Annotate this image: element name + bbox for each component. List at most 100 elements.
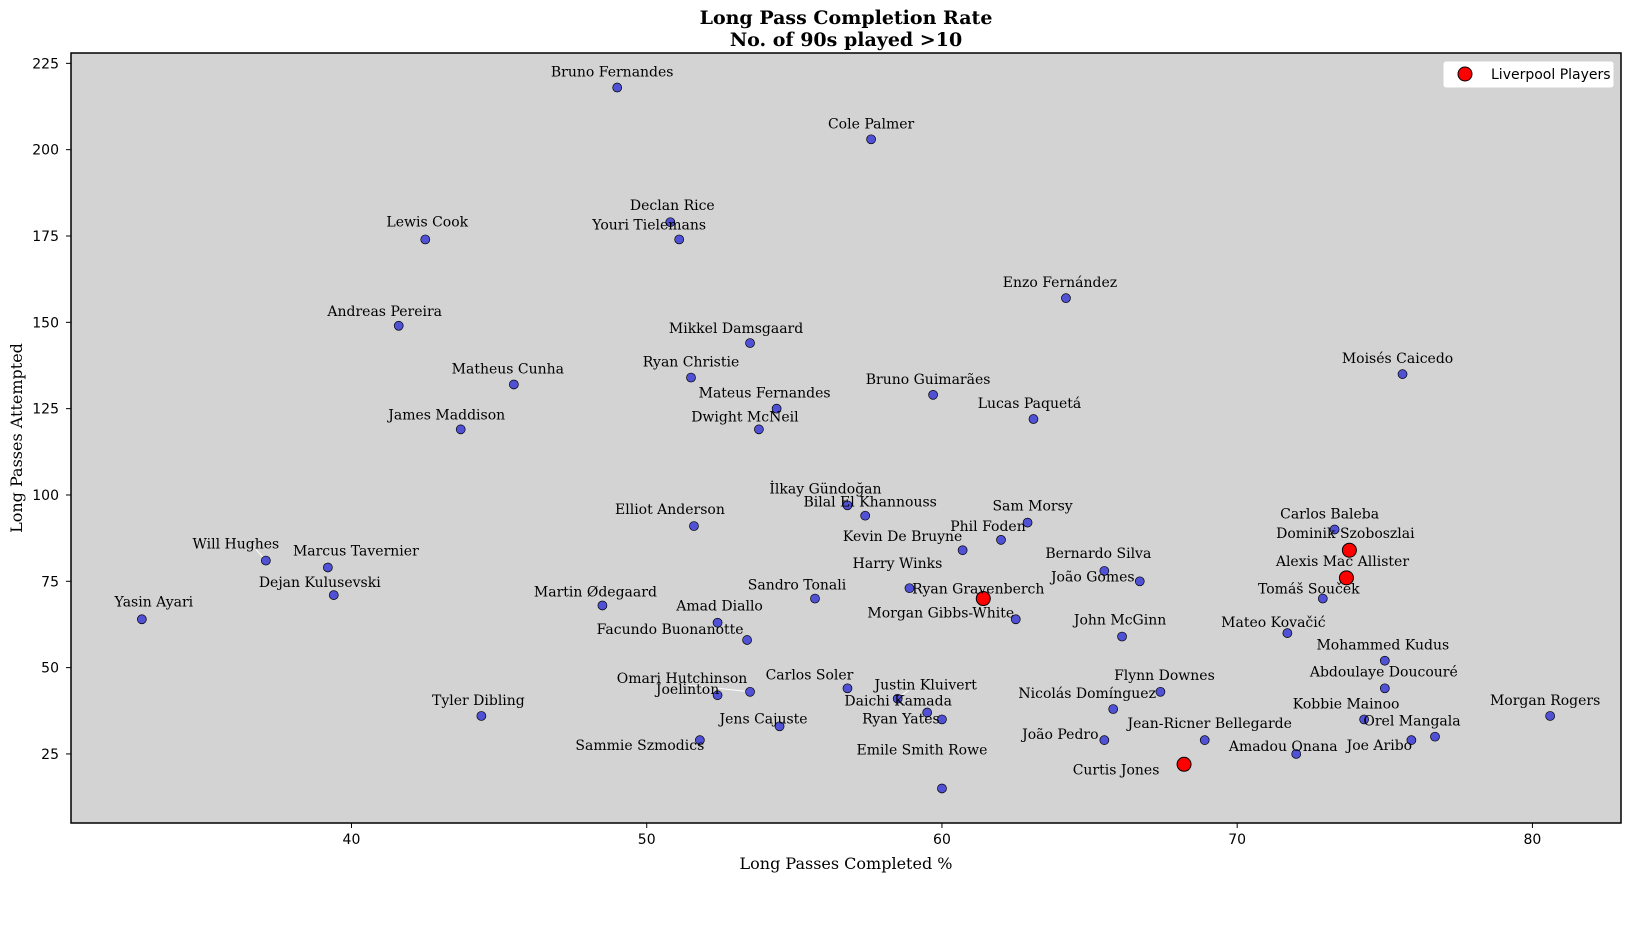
x-tick-label: 50 <box>638 832 656 848</box>
data-point <box>689 521 699 531</box>
point-label: Bernardo Silva <box>1045 546 1151 562</box>
y-tick-label: 125 <box>32 402 59 418</box>
data-point <box>904 583 915 594</box>
point-label: Moisés Caicedo <box>1342 351 1453 367</box>
y-tick-label: 25 <box>41 747 59 763</box>
data-point <box>1406 735 1417 745</box>
y-axis: 25 50 75 100 125 150 175 200 225 <box>32 56 71 763</box>
point-label: Carlos Soler <box>766 667 854 683</box>
data-point <box>455 424 466 435</box>
point-label: Declan Rice <box>630 198 715 214</box>
point-label: Mateus Fernandes <box>699 386 831 402</box>
point-label: Tomáš Souček <box>1258 581 1360 598</box>
x-axis-label: Long Passes Completed % <box>740 854 953 873</box>
data-point <box>745 686 755 697</box>
data-point <box>1397 369 1408 379</box>
point-label: Andreas Pereira <box>326 304 442 320</box>
point-label: Nicolás Domínguez <box>1018 686 1156 702</box>
point-label: Mateo Kovačić <box>1221 615 1326 631</box>
data-point <box>1359 714 1369 725</box>
data-point <box>261 555 271 566</box>
point-label: Youri Tielemans <box>591 217 706 233</box>
data-point <box>695 735 705 745</box>
point-label: Lucas Paquetá <box>978 396 1082 412</box>
y-tick-label: 200 <box>32 143 59 159</box>
data-point <box>665 217 676 228</box>
point-label: Yasin Ayari <box>114 594 194 610</box>
data-point <box>686 372 696 383</box>
y-tick-label: 100 <box>32 488 59 504</box>
y-tick-label: 50 <box>41 661 59 677</box>
liverpool-data-point <box>1338 570 1354 586</box>
data-point <box>597 600 608 611</box>
point-label: Joe Aribo <box>1345 738 1412 754</box>
point-label: Sandro Tonali <box>748 578 847 594</box>
data-point <box>674 234 685 245</box>
point-label: Dominik Szoboszlai <box>1276 526 1415 542</box>
point-label: Bruno Guimarães <box>866 372 991 388</box>
data-point <box>476 711 487 721</box>
point-label: Flynn Downes <box>1114 668 1215 684</box>
data-point <box>420 234 431 245</box>
data-point <box>866 134 876 145</box>
point-label: Orel Mangala <box>1363 714 1460 730</box>
point-label: Enzo Fernández <box>1003 275 1117 291</box>
data-point <box>1291 749 1302 759</box>
liverpool-data-point <box>1176 756 1192 772</box>
data-point <box>842 683 853 694</box>
point-label: Kevin De Bruyne <box>843 529 962 545</box>
point-label: İlkay Gündoğan <box>769 479 881 497</box>
point-label: Dwight McNeil <box>691 409 799 425</box>
point-label: Morgan Rogers <box>1490 693 1600 709</box>
point-label: Emile Smith Rowe <box>857 742 988 758</box>
point-label: Dejan Kulusevski <box>259 575 381 591</box>
point-label: Ryan Gravenberch <box>912 582 1044 598</box>
data-point <box>1155 686 1166 697</box>
point-label: Morgan Gibbs-White <box>867 605 1014 621</box>
data-point <box>922 707 933 718</box>
point-label: Facundo Buonanotte <box>597 622 744 638</box>
data-point <box>509 379 519 390</box>
plot-area <box>70 52 1622 824</box>
y-tick-label: 175 <box>32 229 59 245</box>
data-point <box>928 389 938 400</box>
point-label: Matheus Cunha <box>452 361 564 377</box>
legend: Liverpool Players <box>1442 60 1615 89</box>
point-label: Ryan Christie <box>643 355 740 371</box>
point-label: Mohammed Kudus <box>1316 638 1449 654</box>
x-tick-label: 60 <box>933 832 951 848</box>
data-point <box>1379 655 1390 666</box>
leader-line <box>687 684 751 693</box>
y-tick-label: 225 <box>32 56 59 72</box>
point-label: Bilal El Khannouss <box>804 495 937 511</box>
point-label: Curtis Jones <box>1073 762 1160 778</box>
point-label: Cole Palmer <box>828 116 915 132</box>
point-label: Lewis Cook <box>386 214 468 230</box>
data-point <box>1108 704 1119 714</box>
data-point <box>712 617 723 628</box>
point-label: Sam Morsy <box>992 499 1072 515</box>
x-tick-label: 70 <box>1228 832 1246 848</box>
legend-label: Liverpool Players <box>1491 67 1611 83</box>
y-axis-label: Long Passes Attempted <box>7 343 26 533</box>
y-tick-label: 75 <box>41 574 59 590</box>
point-label: Bruno Fernandes <box>551 65 674 81</box>
point-label: Alexis Mac Allister <box>1275 554 1409 570</box>
data-point <box>1099 566 1110 576</box>
point-label: Carlos Baleba <box>1280 507 1379 523</box>
point-label: Harry Winks <box>853 556 943 572</box>
point-label: Omari Hutchinson <box>617 671 748 687</box>
data-point <box>754 424 764 435</box>
data-point <box>892 693 903 704</box>
data-point <box>137 614 147 625</box>
data-point <box>323 562 333 573</box>
point-label: Sammie Szmodics <box>575 738 704 754</box>
data-point <box>1282 628 1293 638</box>
data-point <box>1099 735 1110 745</box>
point-label: James Maddison <box>386 407 505 423</box>
data-point <box>1022 517 1033 528</box>
legend-box <box>1442 60 1615 89</box>
liverpool-data-point <box>975 591 991 607</box>
chart-subtitle: No. of 90s played >10 <box>730 29 962 51</box>
